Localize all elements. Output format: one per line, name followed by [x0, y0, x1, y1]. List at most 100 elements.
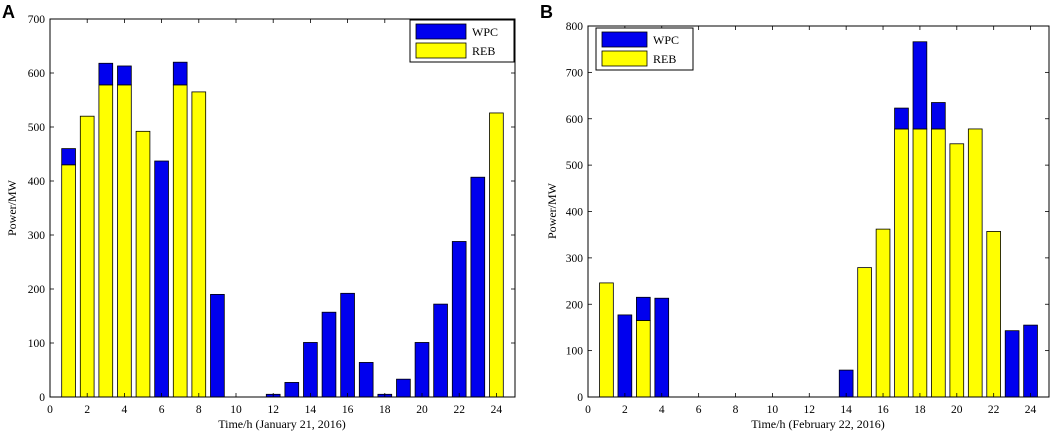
panel-a-bar-wpc-h20	[414, 342, 430, 398]
panel-a-ticks	[49, 18, 515, 398]
panel-a-x-tick-label-24: 24	[491, 404, 503, 416]
panel-a-y-tick-label-200: 200	[28, 284, 46, 296]
panel-b-x-tick-label-12: 12	[804, 404, 816, 416]
panel-a-y-tick-label-700: 700	[28, 14, 46, 26]
panel-b-bar-wpc-h3	[636, 296, 651, 321]
panel-b-legend-label-reb: REB	[653, 52, 676, 66]
panel-b-bar-reb-h18	[912, 128, 928, 398]
panel-b-bar-wpc-h18	[912, 41, 928, 130]
panel-a-y-tick-label-500: 500	[28, 122, 46, 134]
panel-b-y-tick-label-700: 700	[566, 67, 584, 79]
panel-a-bar-wpc-h17	[358, 362, 374, 398]
panel-b-x-tick-label-20: 20	[951, 404, 963, 416]
panel-a-bar-wpc-h21	[433, 303, 448, 398]
panel-a-bar-reb-h1	[61, 164, 76, 398]
panel-b-bar-wpc-h4	[654, 297, 670, 398]
panel-a: A 0 2 4 6 8 10 12 14 16 18 20 22 2401002003004005006…	[2, 2, 516, 431]
panel-b-y-tick-label-400: 400	[566, 207, 584, 219]
panel-b-bar-wpc-h24	[1023, 324, 1038, 398]
panel-a-bar-wpc-h13	[284, 382, 300, 398]
panel-b-y-tick-label-100: 100	[566, 346, 584, 358]
panel-a-bar-wpc-h23	[470, 176, 486, 398]
panel-a-x-tick-label-14: 14	[305, 404, 317, 416]
panel-a-x-tick-label-22: 22	[453, 404, 465, 416]
panel-a-bar-wpc-h1	[61, 148, 76, 166]
panel-b-bar-wpc-h23	[1004, 330, 1020, 398]
panel-b-bar-wpc-h17	[894, 107, 909, 130]
panel-a-tick-labels: 0 2 4 6 8 10 12 14 16 18 20 22 240100200300400500600…	[28, 14, 503, 416]
panel-a-legend-label-wpc: WPC	[472, 25, 498, 39]
panel-a-legend: WPC REB	[409, 19, 515, 63]
panel-b-bars	[599, 41, 1038, 398]
panel-a-x-tick-label-12: 12	[267, 404, 279, 416]
panel-a-bar-wpc-h6	[154, 160, 169, 398]
panel-a-x-tick-label-8: 8	[196, 404, 202, 416]
panel-b-bar-reb-h21	[967, 128, 983, 398]
panel-b-x-tick-label-16: 16	[877, 404, 889, 416]
panel-a-y-tick-label-100: 100	[28, 338, 46, 350]
panel-a-bar-wpc-h4	[117, 65, 132, 86]
panel-a-legend-swatch-reb	[415, 42, 467, 59]
panel-b-y-tick-label-200: 200	[566, 299, 584, 311]
panel-a-x-tick-label-20: 20	[416, 404, 428, 416]
panel-b-y-tick-label-800: 800	[566, 21, 584, 33]
panel-a-x-tick-label-2: 2	[84, 404, 90, 416]
panel-b-x-tick-label-24: 24	[1025, 404, 1037, 416]
panel-a-bar-reb-h8	[191, 91, 207, 398]
panel-b-x-tick-label-18: 18	[914, 404, 926, 416]
panel-b-bar-wpc-h14	[838, 369, 854, 398]
panel-a-y-tick-label-300: 300	[28, 230, 46, 242]
panel-a-bar-wpc-h22	[451, 241, 467, 398]
panel-a-bar-wpc-h15	[321, 311, 337, 398]
panel-b-bar-reb-h15	[857, 267, 872, 398]
panel-b-bar-reb-h20	[949, 143, 965, 398]
panel-b-x-axis-title: Time/h (February 22, 2016)	[751, 417, 885, 431]
panel-a-bar-reb-h4	[117, 84, 132, 398]
panel-a-bar-reb-h7	[172, 84, 188, 398]
panel-b: B 0 2 4 6 8 10 12 14 16 18 20 22 2401002003004005006…	[540, 2, 1050, 431]
panel-b-legend-label-wpc: WPC	[653, 33, 679, 47]
panel-b-x-tick-label-8: 8	[733, 404, 739, 416]
panel-a-bar-wpc-h3	[98, 62, 114, 86]
panel-a-bar-wpc-h7	[172, 61, 188, 86]
panel-b-legend-swatch-wpc	[601, 31, 648, 48]
panel-b-bar-reb-h1	[599, 282, 614, 398]
panel-a-bar-wpc-h19	[396, 378, 411, 398]
panel-a-plot-frame	[49, 18, 516, 398]
panel-b-y-tick-label-300: 300	[566, 253, 584, 265]
panel-a-y-tick-label-600: 600	[28, 68, 46, 80]
panel-b-legend: WPC REB	[595, 27, 694, 71]
panel-a-x-tick-label-18: 18	[379, 404, 391, 416]
panel-a-y-axis-title: Power/MW	[5, 179, 19, 236]
panel-a-x-tick-label-10: 10	[230, 404, 242, 416]
panel-a-x-tick-label-4: 4	[122, 404, 128, 416]
panel-a-bar-reb-h2	[79, 115, 95, 398]
panel-a-x-axis-title: Time/h (January 21, 2016)	[218, 417, 346, 431]
panel-a-y-tick-label-0: 0	[39, 392, 45, 404]
panel-a-bar-wpc-h9	[210, 293, 225, 398]
panel-b-bar-reb-h16	[875, 228, 891, 398]
panel-a-bar-reb-h24	[489, 112, 504, 398]
panel-a-x-tick-label-6: 6	[159, 404, 165, 416]
panel-a-bar-reb-h5	[135, 130, 151, 398]
panel-b-x-tick-label-22: 22	[988, 404, 1000, 416]
panel-a-bar-wpc-h14	[303, 342, 318, 398]
panel-b-y-tick-label-0: 0	[577, 392, 583, 404]
panel-a-bars	[61, 61, 504, 398]
panel-a-bar-wpc-h16	[340, 292, 355, 398]
panel-b-y-axis-title: Power/MW	[545, 182, 559, 239]
panel-b-label: B	[540, 2, 553, 22]
panel-a-label: A	[2, 2, 15, 22]
panel-b-x-tick-label-0: 0	[585, 404, 591, 416]
panel-b-bar-reb-h22	[986, 231, 1001, 398]
panel-b-bar-reb-h19	[931, 128, 946, 398]
panel-a-y-tick-label-400: 400	[28, 176, 46, 188]
panel-a-legend-label-reb: REB	[472, 44, 495, 58]
panel-b-y-tick-label-500: 500	[566, 160, 584, 172]
panel-b-x-tick-label-6: 6	[696, 404, 702, 416]
panel-b-x-tick-label-4: 4	[659, 404, 665, 416]
panel-a-bar-reb-h3	[98, 84, 114, 398]
panel-b-bar-wpc-h19	[931, 102, 946, 130]
panel-b-bar-wpc-h2	[617, 314, 633, 398]
